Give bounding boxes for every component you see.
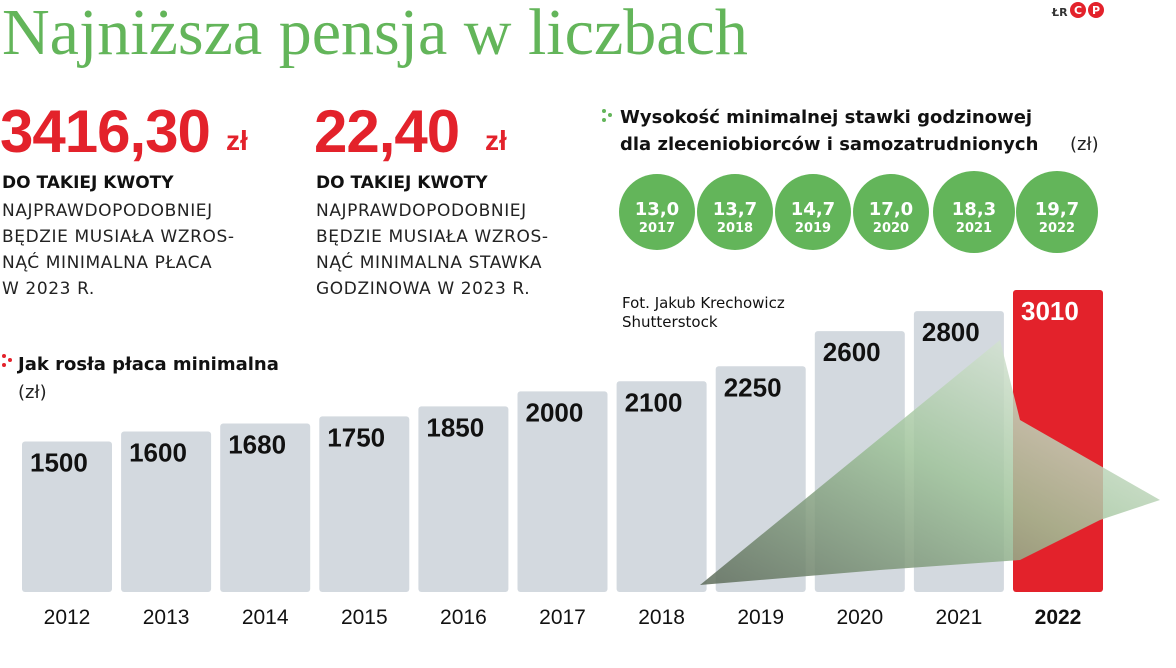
stat-heading: DO TAKIEJ KWOTY [316,173,488,193]
stat-value: 22,40 [314,98,459,165]
x-tick-label: 2015 [341,606,388,629]
photo-credit: Shutterstock [622,313,718,331]
stat-value: 3416,30 [0,98,210,165]
rate-circle [697,174,773,250]
bar [121,431,212,592]
x-tick-label: 2020 [836,606,883,629]
bar-value-label: 2250 [724,372,782,402]
logo-badge [1088,2,1104,18]
logo-badge [1070,2,1086,18]
x-tick-label: 2019 [737,606,784,629]
rate-year: 2022 [1039,221,1075,236]
bar-value-label: 1850 [426,412,484,442]
bar [418,406,509,592]
rate-circle [775,174,851,250]
rate-year: 2020 [873,221,909,236]
x-tick-label: 2014 [242,606,289,629]
stat-text: W 2023 R. [2,279,95,299]
rate-label: 13,0 [635,199,679,220]
bar-value-label: 1500 [30,448,88,478]
bar-value-label: 2000 [526,397,584,427]
bar [220,423,311,592]
bar-value-label: 2100 [625,387,683,417]
stat-text: BĘDZIE MUSIAŁA WZROS- [2,227,235,247]
bar-value-label: 2600 [823,337,881,367]
bar [22,441,112,592]
x-tick-label: 2021 [936,606,983,629]
x-tick-label: 2017 [539,606,586,629]
logo-badge-text: C [1074,4,1082,17]
bar [616,381,707,592]
bar-value-label: 1600 [129,437,187,467]
circles-title: dla zleceniobiorców i samozatrudnionych [620,134,1038,155]
bar [517,391,608,592]
bullet-icon [2,354,12,367]
bar-subtitle: (zł) [18,382,47,403]
x-tick-label: 2013 [143,606,190,629]
stat-unit: zł [485,125,507,156]
stat-text: NAJPRAWDOPODOBNIEJ [316,201,527,221]
rate-label: 19,7 [1035,199,1079,220]
logo: ŁR [1051,6,1068,19]
rate-circle [1016,171,1098,253]
rate-circle [619,174,695,250]
paper-plane-photo [700,340,1160,585]
main-title: Najniższa pensja w liczbach [2,0,748,69]
bar-value-label: 2800 [922,317,980,347]
rate-label: 14,7 [791,199,835,220]
rate-year: 2017 [639,221,675,236]
rate-year: 2018 [717,221,753,236]
bar-value-label: 1750 [327,422,385,452]
stat-text: BĘDZIE MUSIAŁA WZROS- [316,227,549,247]
stat-text: NAJPRAWDOPODOBNIEJ [2,201,213,221]
stat-unit: zł [226,125,248,156]
photo-credit: Fot. Jakub Krechowicz [622,294,785,312]
rate-label: 13,7 [713,199,757,220]
bar-title: Jak rosła płaca minimalna [16,354,279,375]
rate-label: 17,0 [869,199,913,220]
stat-text: NĄĆ MINIMALNA PŁACA [2,251,212,273]
circles-unit: (zł) [1070,134,1099,155]
stat-text: GODZINOWA W 2023 R. [316,279,530,299]
rate-year: 2021 [956,221,992,236]
x-tick-label: 2016 [440,606,487,629]
x-tick-label: 2022 [1035,606,1082,629]
bullet-icon [602,109,612,122]
rate-circle [933,171,1015,253]
rate-year: 2019 [795,221,831,236]
stat-heading: DO TAKIEJ KWOTY [2,173,174,193]
logo-badge-text: P [1092,4,1100,17]
x-tick-label: 2012 [44,606,91,629]
rate-circle [853,174,929,250]
rate-label: 18,3 [952,199,996,220]
bar [319,416,410,592]
x-tick-label: 2018 [638,606,685,629]
circles-title: Wysokość minimalnej stawki godzinowej [620,107,1032,128]
stat-text: NĄĆ MINIMALNA STAWKA [316,251,542,273]
bar-value-label: 1680 [228,429,286,459]
bar-value-label: 3010 [1021,296,1079,326]
